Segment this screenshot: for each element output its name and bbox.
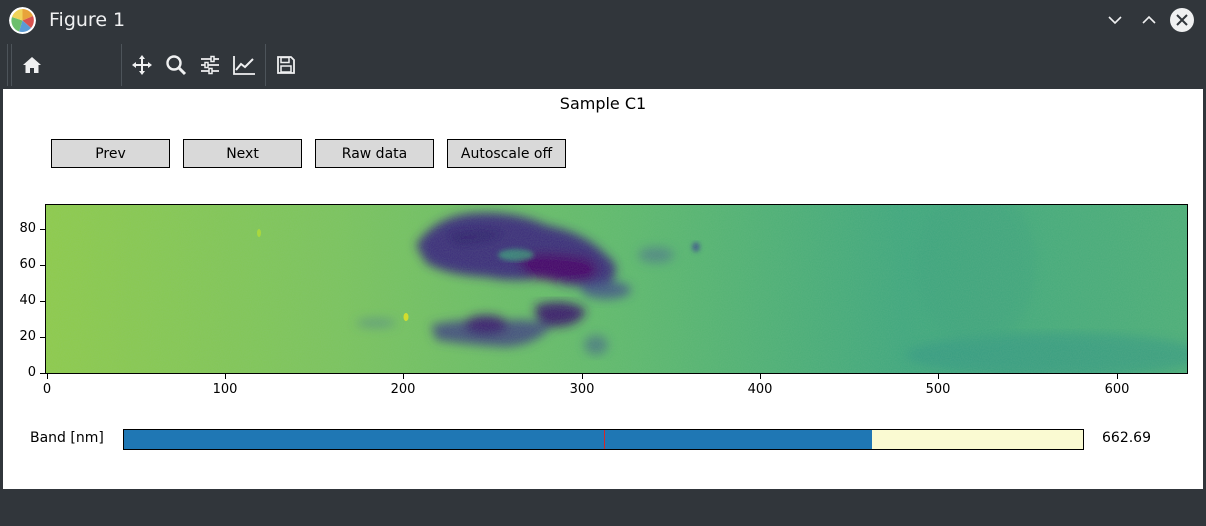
window-titlebar: Figure 1 [0, 0, 1206, 41]
x-tick [403, 374, 404, 379]
x-tick-label: 0 [27, 382, 67, 397]
y-tick-label: 40 [6, 293, 36, 308]
zoom-icon [165, 54, 187, 76]
heatmap-image [46, 205, 1188, 374]
y-tick [40, 301, 45, 302]
raw-data-button[interactable]: Raw data [315, 139, 434, 168]
y-tick-label: 20 [6, 329, 36, 344]
figure-canvas: Sample C1 Prev Next Raw data Autoscale o… [3, 89, 1203, 489]
next-button[interactable]: Next [183, 139, 302, 168]
close-button[interactable] [1169, 7, 1195, 33]
y-tick [40, 229, 45, 230]
slider-fill [124, 430, 872, 449]
x-tick-label: 600 [1097, 382, 1137, 397]
navigation-toolbar [0, 41, 1206, 89]
figure-title: Sample C1 [3, 94, 1203, 113]
zoom-button[interactable] [162, 51, 190, 79]
y-tick [40, 373, 45, 374]
slider-initial-marker [604, 430, 605, 449]
prev-button[interactable]: Prev [51, 139, 170, 168]
maximize-button[interactable] [1136, 7, 1162, 33]
x-tick [47, 374, 48, 379]
toolbar-separator [121, 44, 122, 86]
autoscale-button[interactable]: Autoscale off [447, 139, 566, 168]
save-icon [276, 55, 296, 75]
y-tick [40, 337, 45, 338]
heatmap-plot[interactable] [45, 204, 1188, 374]
y-tick-label: 0 [6, 365, 36, 380]
save-button[interactable] [272, 51, 300, 79]
edit-axis-button[interactable] [230, 51, 258, 79]
configure-subplots-button[interactable] [196, 51, 224, 79]
toolbar-grip[interactable] [7, 44, 12, 86]
band-slider-value: 662.69 [1102, 430, 1151, 446]
x-tick [225, 374, 226, 379]
line-chart-icon [232, 54, 256, 76]
minimize-button[interactable] [1102, 7, 1128, 33]
y-tick-label: 80 [6, 221, 36, 236]
x-tick-label: 400 [740, 382, 780, 397]
x-tick [582, 374, 583, 379]
x-tick [760, 374, 761, 379]
toolbar-separator [265, 44, 266, 86]
y-tick [40, 265, 45, 266]
pan-button[interactable] [128, 51, 156, 79]
x-tick [1117, 374, 1118, 379]
x-tick-label: 100 [205, 382, 245, 397]
x-tick-label: 300 [562, 382, 602, 397]
x-tick [938, 374, 939, 379]
sliders-icon [199, 54, 221, 76]
chevron-up-icon [1141, 12, 1157, 28]
x-tick-label: 500 [918, 382, 958, 397]
move-icon [131, 54, 153, 76]
app-icon [9, 7, 36, 34]
band-slider[interactable] [123, 429, 1084, 450]
chevron-down-icon [1107, 12, 1123, 28]
close-icon [1169, 7, 1195, 33]
y-tick-label: 60 [6, 257, 36, 272]
home-icon [22, 55, 42, 75]
x-tick-label: 200 [383, 382, 423, 397]
window-title: Figure 1 [49, 9, 125, 31]
band-slider-label: Band [nm] [30, 430, 104, 446]
home-button[interactable] [18, 51, 46, 79]
